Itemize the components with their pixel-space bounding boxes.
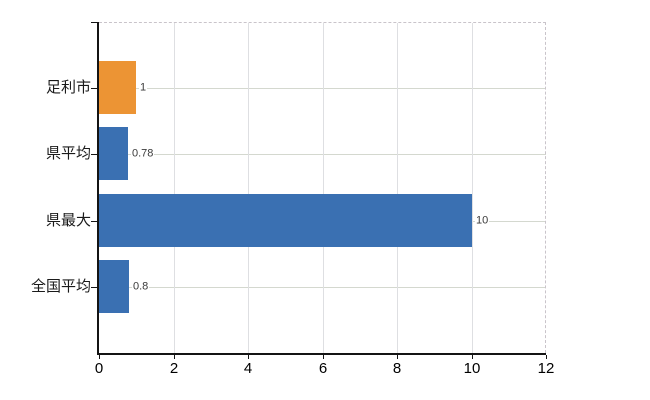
vertical-gridline <box>248 23 249 353</box>
category-tick-national-average <box>91 287 98 288</box>
x-axis-line <box>97 353 546 355</box>
x-tick-mark <box>99 355 100 359</box>
x-tick-mark <box>397 355 398 359</box>
value-label-prefecture-average: 0.78 <box>131 147 155 161</box>
x-tick-label: 2 <box>169 360 179 377</box>
vertical-gridline <box>174 23 175 353</box>
x-tick-label: 6 <box>318 360 328 377</box>
y-axis-line <box>97 22 99 355</box>
value-label-prefecture-max: 10 <box>475 214 490 228</box>
bar-ashikaga-city <box>99 61 136 114</box>
bar-prefecture-average <box>99 127 128 180</box>
category-tick-ashikaga-city <box>91 88 98 89</box>
value-label-national-average: 0.8 <box>132 280 150 294</box>
x-tick-mark <box>546 355 547 359</box>
x-tick-mark <box>248 355 249 359</box>
y-axis-endcap-tick <box>91 22 98 23</box>
x-tick-label: 8 <box>392 360 402 377</box>
x-tick-label: 10 <box>463 360 481 377</box>
vertical-gridline <box>323 23 324 353</box>
category-tick-prefecture-max <box>91 221 98 222</box>
vertical-gridline <box>397 23 398 353</box>
category-tick-prefecture-average <box>91 154 98 155</box>
x-tick-label: 4 <box>243 360 253 377</box>
x-tick-mark <box>323 355 324 359</box>
category-label-prefecture-max: 県最大 <box>45 211 91 229</box>
x-tick-mark <box>472 355 473 359</box>
x-tick-label: 0 <box>94 360 104 377</box>
bar-prefecture-max <box>99 194 472 247</box>
value-label-ashikaga-city: 1 <box>139 81 148 95</box>
category-label-national-average: 全国平均 <box>30 277 91 295</box>
x-tick-mark <box>174 355 175 359</box>
category-label-ashikaga-city: 足利市 <box>45 78 91 96</box>
category-label-prefecture-average: 県平均 <box>45 144 91 162</box>
vertical-gridline <box>472 23 473 353</box>
x-tick-label: 12 <box>537 360 555 377</box>
bar-national-average <box>99 260 129 313</box>
